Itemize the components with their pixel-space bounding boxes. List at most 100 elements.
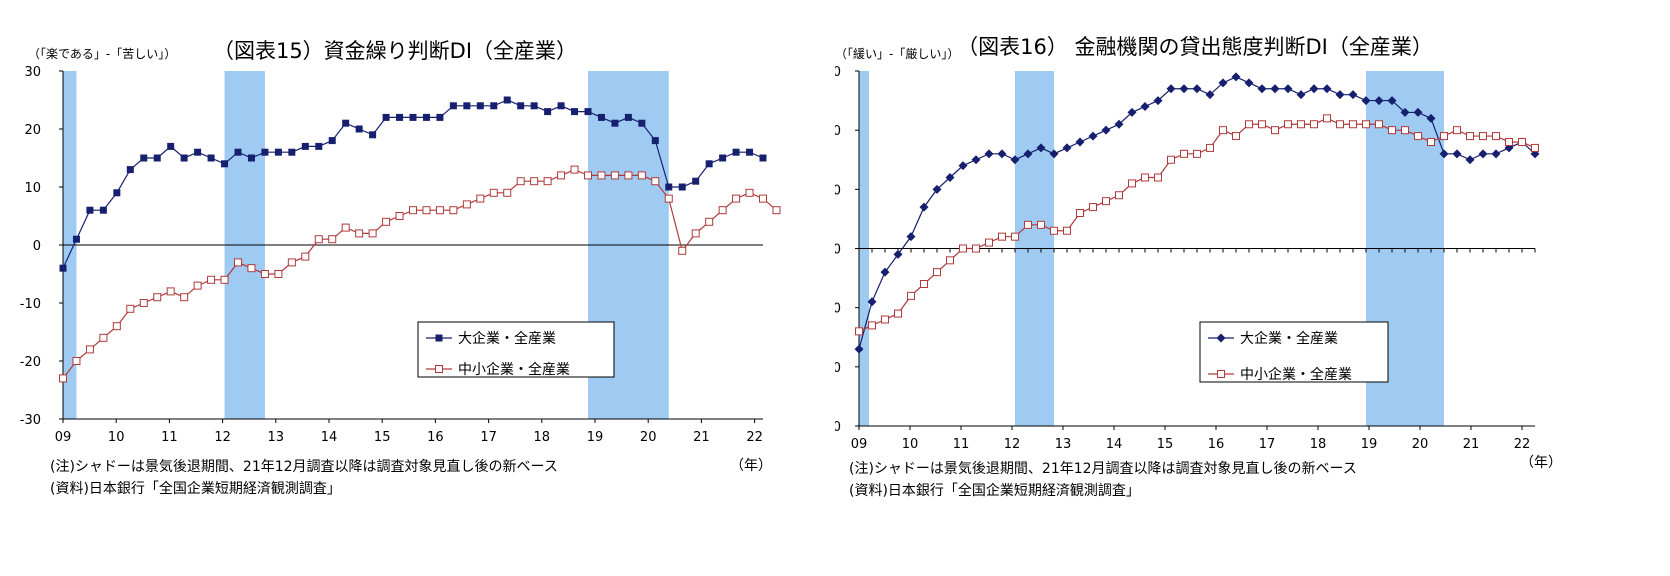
data-point — [624, 113, 632, 121]
data-point — [449, 102, 457, 110]
data-point — [341, 223, 350, 232]
data-point — [489, 188, 498, 197]
data-point — [1205, 90, 1215, 100]
legend-label: 中小企業・全産業 — [1240, 366, 1352, 383]
data-point — [1297, 120, 1305, 129]
data-point — [1245, 120, 1253, 129]
y-tick-label: 0 — [33, 239, 41, 254]
chart-title: （図表15）資金繰り判断DI（全産業） — [213, 39, 577, 63]
chart-15: 30 20 10 0 -10 -20 -30 09 10 11 12 13 14 15 16 17 18 19 20… — [20, 39, 781, 497]
data-point — [1452, 149, 1462, 159]
data-point — [543, 177, 552, 186]
data-point — [678, 246, 687, 255]
data-point — [868, 321, 876, 330]
data-point — [1258, 120, 1266, 129]
data-point — [1426, 113, 1436, 123]
data-point — [719, 154, 727, 162]
data-point — [867, 297, 877, 307]
data-point — [1140, 102, 1150, 111]
data-point — [288, 148, 296, 156]
legend-marker — [435, 334, 443, 342]
data-point — [1492, 132, 1500, 141]
data-point — [517, 102, 525, 110]
data-point — [759, 154, 767, 162]
data-point — [1127, 107, 1137, 117]
data-point — [1427, 138, 1435, 146]
data-point — [99, 206, 107, 214]
data-point — [260, 270, 269, 278]
y-tick-label: 0 — [835, 243, 841, 258]
legend-label: 大企業・全産業 — [458, 330, 556, 347]
data-point — [207, 275, 216, 284]
data-point — [772, 206, 781, 215]
y-tick-label: -20 — [20, 355, 41, 370]
data-point — [1270, 84, 1280, 94]
x-unit-label: （年） — [730, 458, 772, 474]
data-point — [1154, 173, 1162, 182]
data-point — [946, 256, 954, 265]
data-point — [881, 315, 889, 324]
data-point — [1166, 84, 1176, 94]
data-point — [597, 113, 605, 121]
data-point — [920, 280, 928, 288]
data-point — [691, 229, 700, 238]
data-point — [503, 188, 512, 197]
legend-box — [1199, 321, 1389, 383]
y-tick-label: 10 — [24, 181, 41, 196]
data-point — [140, 154, 148, 162]
data-point — [1167, 155, 1175, 164]
data-point — [261, 148, 269, 156]
x-tick-label: 12 — [214, 430, 231, 445]
data-point — [1348, 90, 1358, 100]
data-point — [314, 235, 323, 244]
data-point — [893, 249, 903, 259]
note-text: (注)シャドーは景気後退期間、21年12月調査以降は調査対象見直し後の新ベース — [50, 458, 558, 475]
x-tick-label: 17 — [480, 430, 497, 445]
data-point — [705, 217, 714, 226]
data-point — [274, 148, 282, 156]
data-point — [395, 212, 404, 220]
data-point — [1114, 119, 1124, 129]
chart-16: 30 20 10 0 -10 -20 -30 09 10 11 12 13 14 15 16 17 18 19 20… — [835, 35, 1562, 499]
x-tick-label: 13 — [268, 430, 285, 445]
data-point — [1088, 131, 1098, 141]
data-point — [1322, 84, 1332, 94]
data-point — [194, 148, 202, 156]
data-point — [435, 206, 444, 215]
data-point — [1219, 126, 1227, 135]
chart-title: （図表16） 金融機関の貸出態度判断DI（全産業） — [957, 35, 1433, 59]
data-point — [651, 137, 659, 145]
data-point — [422, 113, 430, 121]
data-point — [1310, 120, 1318, 129]
data-point — [705, 160, 713, 168]
x-tick-label: 09 — [851, 437, 868, 452]
x-tick-label: 14 — [1106, 437, 1123, 452]
data-point — [436, 113, 444, 121]
data-point — [126, 166, 134, 174]
data-point — [1049, 149, 1059, 159]
data-point — [220, 275, 229, 284]
x-tick-label: 20 — [1412, 437, 1429, 452]
x-tick-label: 09 — [55, 430, 72, 445]
data-point — [933, 268, 941, 277]
y-tick-label: 10 — [835, 183, 841, 198]
data-point — [1037, 220, 1045, 229]
data-point — [1349, 120, 1357, 129]
y-tick-label: 20 — [24, 123, 41, 138]
x-tick-label: 11 — [953, 437, 970, 452]
data-point — [1193, 149, 1201, 158]
data-point — [368, 229, 377, 238]
legend-label: 中小企業・全産業 — [458, 361, 570, 378]
data-point — [193, 281, 202, 290]
data-point — [637, 171, 646, 180]
x-tick-label: 16 — [427, 430, 444, 445]
data-point — [207, 154, 215, 162]
x-tick-label: 19 — [587, 430, 604, 445]
data-point — [1036, 143, 1046, 153]
data-point — [1465, 155, 1475, 165]
data-point — [638, 119, 646, 127]
legend-box — [417, 321, 615, 378]
y-tick-label: 30 — [835, 65, 841, 80]
data-point — [112, 322, 121, 331]
data-point — [180, 154, 188, 162]
